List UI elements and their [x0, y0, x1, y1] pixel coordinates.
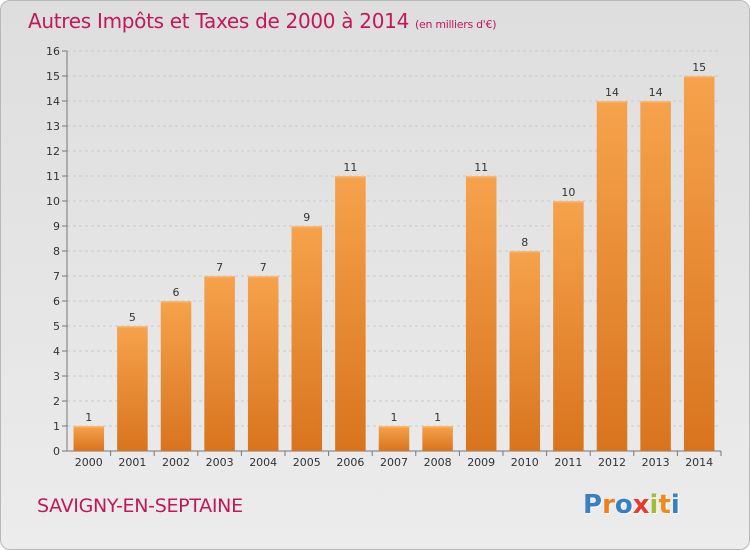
logo-letter: x: [632, 490, 650, 520]
x-tick-label-2000: 2000: [75, 456, 103, 469]
x-tick-label-2014: 2014: [685, 456, 713, 469]
bar-2011: [553, 201, 584, 451]
data-label-2008: 1: [434, 411, 441, 424]
bar-top-edge: [160, 301, 192, 303]
bar-top-edge: [247, 276, 279, 278]
x-tick-label-2010: 2010: [511, 456, 539, 469]
bar-top-edge: [73, 426, 105, 428]
x-tick-label-2013: 2013: [642, 456, 670, 469]
y-tick-label: 15: [46, 70, 60, 83]
bar-2014: [683, 76, 715, 451]
bar-top-edge: [117, 326, 148, 328]
data-label-2003: 7: [216, 261, 223, 274]
y-tick-label: 2: [53, 395, 60, 408]
bar-top-edge: [509, 251, 541, 253]
x-tick-label-2008: 2008: [424, 456, 452, 469]
data-label-2001: 5: [129, 311, 136, 324]
y-tick-label: 13: [46, 120, 60, 133]
y-tick-label: 12: [46, 145, 60, 158]
logo-letter: t: [658, 490, 671, 520]
bar-2012: [596, 101, 628, 451]
data-label-2005: 9: [303, 211, 310, 224]
y-tick-label: 5: [53, 320, 60, 333]
commune-name: SAVIGNY-EN-SEPTAINE: [37, 495, 243, 517]
bar-2004: [247, 276, 279, 451]
y-tick-label: 4: [53, 345, 60, 358]
y-tick-label: 14: [46, 95, 60, 108]
bar-2006: [335, 176, 366, 451]
bars: [73, 76, 715, 451]
bar-top-edge: [596, 101, 628, 103]
logo-letter: r: [602, 490, 615, 520]
chart-title-text: Autres Impôts et Taxes de 2000 à 2014: [28, 9, 409, 33]
x-tick-label-2003: 2003: [206, 456, 234, 469]
logo-letter: i: [649, 490, 659, 520]
bar-top-edge: [378, 426, 410, 428]
y-tick-label: 8: [53, 245, 60, 258]
chart-title: Autres Impôts et Taxes de 2000 à 2014 (en…: [28, 9, 496, 33]
bar-2008: [422, 426, 453, 451]
x-tick-label-2001: 2001: [118, 456, 146, 469]
x-tick-label-2006: 2006: [336, 456, 364, 469]
proxiti-logo: Proxiti: [583, 490, 680, 520]
data-label-2000: 1: [85, 411, 92, 424]
logo-letter: P: [583, 490, 603, 520]
x-tick-label-2009: 2009: [467, 456, 495, 469]
data-label-2004: 7: [260, 261, 267, 274]
bar-top-edge: [553, 201, 584, 203]
y-tick-label: 11: [46, 170, 60, 183]
data-label-2006: 11: [343, 161, 357, 174]
data-label-2014: 15: [692, 61, 706, 74]
y-tick-label: 0: [53, 445, 60, 458]
bar-2009: [465, 176, 497, 451]
y-tick-label: 6: [53, 295, 60, 308]
data-label-2010: 8: [521, 236, 528, 249]
logo-letter: i: [670, 490, 680, 520]
data-label-2012: 14: [605, 86, 619, 99]
bar-2000: [73, 426, 105, 451]
bar-2013: [640, 101, 671, 451]
data-label-2002: 6: [173, 286, 180, 299]
bar-top-edge: [335, 176, 366, 178]
x-tick-label-2011: 2011: [554, 456, 582, 469]
logo-letter: o: [614, 490, 633, 520]
x-tick-label-2012: 2012: [598, 456, 626, 469]
y-tick-label: 3: [53, 370, 60, 383]
bar-2003: [204, 276, 235, 451]
y-tick-label: 9: [53, 220, 60, 233]
data-label-2007: 1: [391, 411, 398, 424]
bar-top-edge: [422, 426, 453, 428]
bar-2002: [160, 301, 192, 451]
y-tick-label: 10: [46, 195, 60, 208]
bar-top-edge: [683, 76, 715, 78]
chart-subtitle: (en milliers d'€): [415, 18, 497, 31]
x-tick-label-2002: 2002: [162, 456, 190, 469]
bar-top-edge: [640, 101, 671, 103]
bar-2010: [509, 251, 541, 451]
x-tick-label-2007: 2007: [380, 456, 408, 469]
y-tick-label: 7: [53, 270, 60, 283]
bar-2005: [291, 226, 323, 451]
data-label-2011: 10: [561, 186, 575, 199]
bar-top-edge: [465, 176, 497, 178]
y-tick-label: 1: [53, 420, 60, 433]
y-tick-label: 16: [46, 45, 60, 58]
bar-2007: [378, 426, 410, 451]
data-label-2013: 14: [649, 86, 663, 99]
bar-2001: [117, 326, 148, 451]
x-tick-label-2005: 2005: [293, 456, 321, 469]
bar-top-edge: [204, 276, 235, 278]
x-tick-label-2004: 2004: [249, 456, 277, 469]
data-label-2009: 11: [474, 161, 488, 174]
x-tick-labels: 2000 2001 2002 2003 2004 2005 2006 2007 2008 2009…: [75, 456, 713, 469]
bar-top-edge: [291, 226, 323, 228]
